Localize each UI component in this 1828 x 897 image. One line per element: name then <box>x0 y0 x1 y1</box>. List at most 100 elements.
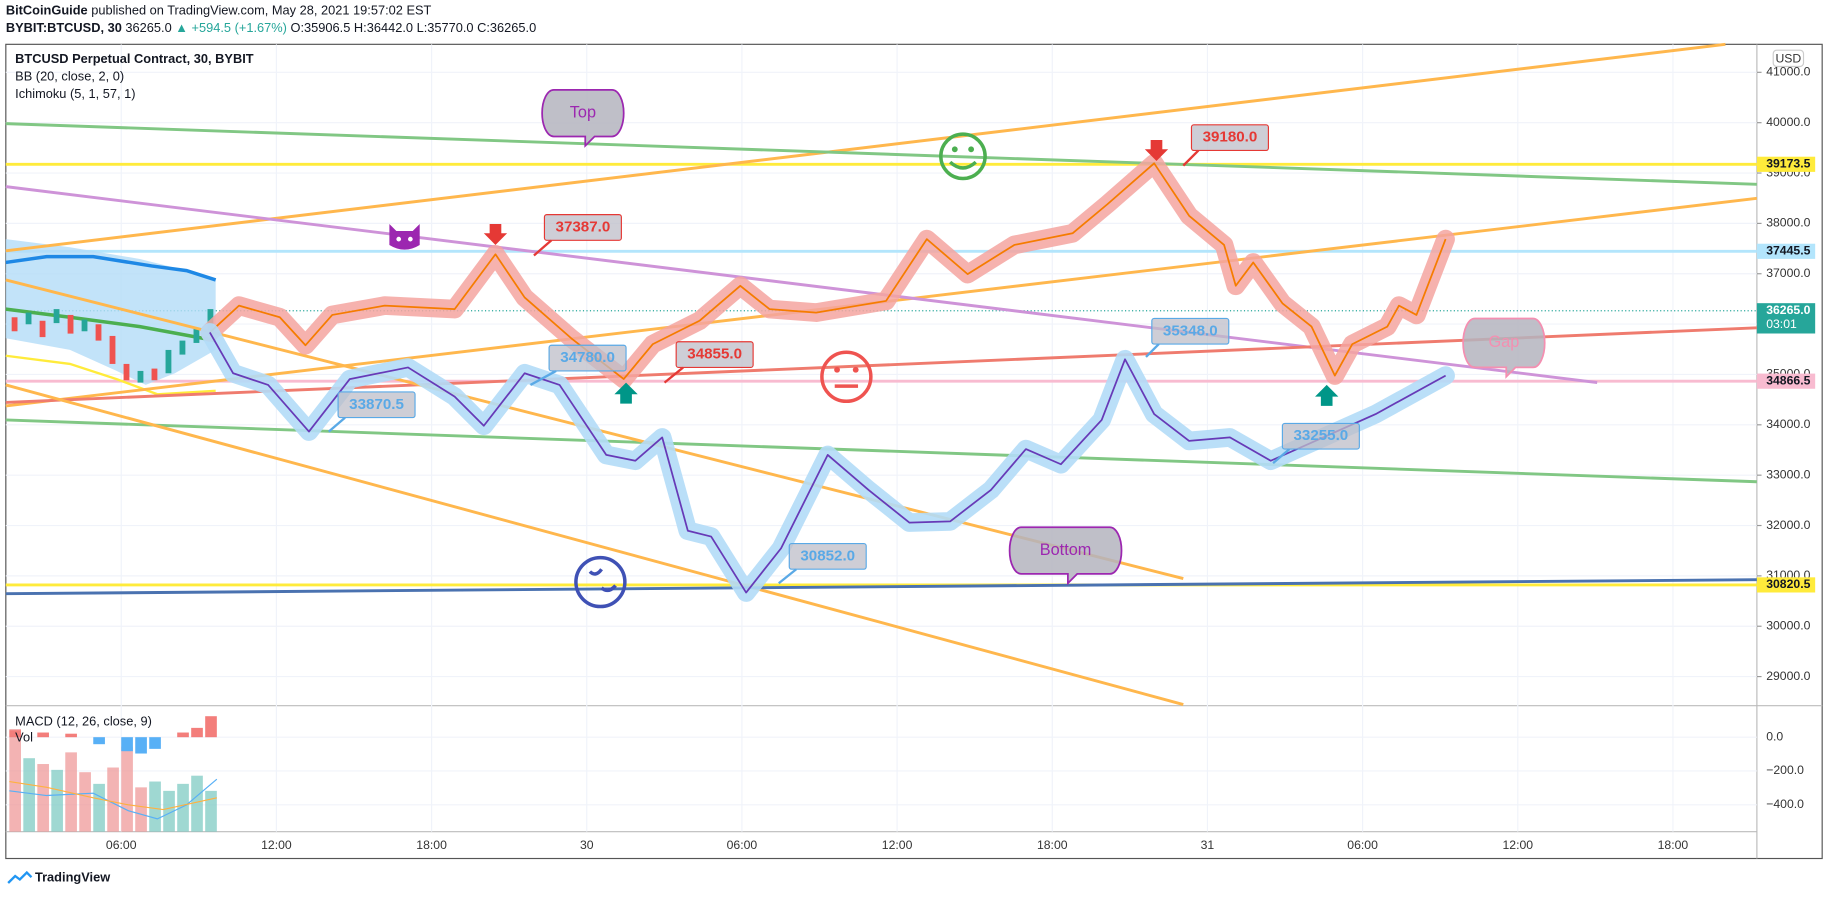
candle <box>53 309 60 324</box>
price-label-bg <box>1756 577 1816 593</box>
x-tick-label: 18:00 <box>1037 838 1068 852</box>
brand: TradingView <box>35 870 110 885</box>
indicator-label: BB (20, close, 2, 0) <box>15 68 124 83</box>
y-tick-label: 37000.0 <box>1766 266 1810 280</box>
candle <box>137 370 144 383</box>
price-label: 36265.0 <box>1766 303 1810 317</box>
callout-box <box>1281 422 1360 450</box>
bubble-label: Top <box>570 103 596 121</box>
header-line1: BitCoinGuide published on TradingView.co… <box>6 3 432 18</box>
published: published on TradingView.com, May 28, 20… <box>91 3 431 18</box>
callout-box <box>337 391 416 419</box>
up-arrow <box>1315 384 1339 406</box>
price: 36265.0 <box>125 21 171 36</box>
callout-pointer <box>1145 343 1160 358</box>
x-tick-label: 06:00 <box>106 838 137 852</box>
candles <box>11 309 214 383</box>
trendline <box>5 578 1757 596</box>
speech-bubble <box>1462 317 1546 379</box>
down-arrow <box>1144 139 1169 161</box>
y-tick-label: 0.0 <box>1766 729 1783 743</box>
x-tick-label: 31 <box>1201 838 1215 852</box>
y-tick-label: 41000.0 <box>1766 65 1810 79</box>
y-tick-label: 29000.0 <box>1766 669 1810 683</box>
y-tick-label: 32000.0 <box>1766 518 1810 532</box>
callout-label: 34780.0 <box>560 349 615 366</box>
price-label-bg <box>1756 243 1816 259</box>
y-tick-label: 38000.0 <box>1766 216 1810 230</box>
callout-pointer <box>328 416 346 433</box>
currency-badge <box>1772 49 1805 68</box>
x-tick-label: 12:00 <box>261 838 292 852</box>
bubble-label: Bottom <box>1040 541 1092 559</box>
change: ▲ +594.5 (+1.67%) <box>175 21 287 36</box>
countdown: 03:01 <box>1766 317 1797 331</box>
y-tick-label: −400.0 <box>1766 797 1804 811</box>
x-tick-label: 06:00 <box>1347 838 1378 852</box>
drawings <box>5 42 1758 884</box>
y-tick-label: 34000.0 <box>1766 417 1810 431</box>
candle <box>11 317 18 332</box>
price-label-bg <box>1756 156 1816 172</box>
projection-path <box>209 332 1447 594</box>
grid <box>5 44 1762 832</box>
price-label-bg <box>1756 373 1816 389</box>
callout-label: 33870.5 <box>349 396 404 413</box>
callout-pointer <box>778 568 797 585</box>
candle <box>39 320 46 338</box>
y-tick-label: 33000.0 <box>1766 467 1810 481</box>
overlay: 29000.030000.031000.032000.033000.034000… <box>106 65 1816 852</box>
tradingview-logo <box>7 870 33 884</box>
x-tick-label: 18:00 <box>1658 838 1689 852</box>
price-label-bg <box>1756 303 1816 334</box>
bb-line <box>5 254 217 282</box>
candle <box>109 335 116 364</box>
candle <box>193 328 200 343</box>
candle <box>165 349 172 374</box>
frame <box>5 43 1823 860</box>
x-tick-label: 18:00 <box>416 838 447 852</box>
cat-icon <box>389 223 420 250</box>
y-tick-label: 40000.0 <box>1766 115 1810 129</box>
x-tick-label: 30 <box>580 838 594 852</box>
bubble-label: Gap <box>1488 333 1519 351</box>
callout-pointer <box>529 369 557 386</box>
callout-label: 34855.0 <box>687 346 742 363</box>
trendline <box>5 42 1726 253</box>
callout-label: 39180.0 <box>1203 129 1258 146</box>
neutral-face <box>820 350 873 404</box>
x-tick-label: 12:00 <box>1502 838 1533 852</box>
callout-pointer <box>1182 149 1200 167</box>
callout-label: 35348.0 <box>1163 322 1218 339</box>
callout-pointer <box>663 366 684 384</box>
indicator-label: Ichimoku (5, 1, 57, 1) <box>15 86 135 101</box>
trendline <box>5 383 1184 706</box>
candle <box>151 368 158 381</box>
price-label: 37445.5 <box>1766 244 1810 258</box>
chart-title: BTCUSD Perpetual Contract, 30, BYBIT <box>15 51 254 66</box>
candle <box>123 363 130 381</box>
author: BitCoinGuide <box>6 3 88 18</box>
ichimoku-line <box>5 307 216 343</box>
x-tick-label: 06:00 <box>727 838 758 852</box>
happy-face <box>939 132 987 181</box>
symbol: BYBIT:BTCUSD, 30 <box>6 21 122 36</box>
callout-box <box>1190 124 1269 152</box>
currency: USD <box>1775 52 1801 66</box>
up-arrow <box>614 382 638 404</box>
callout-box <box>675 341 754 369</box>
ichimoku-lag <box>5 354 216 396</box>
volume-bars <box>9 716 218 832</box>
speech-bubble <box>1008 526 1123 586</box>
candle <box>67 314 74 334</box>
sleepy-face <box>574 555 627 609</box>
x-tick-label: 12:00 <box>882 838 913 852</box>
trendline <box>5 418 1757 484</box>
header-line2: BYBIT:BTCUSD, 30 36265.0 ▲ +594.5 (+1.67… <box>6 21 536 36</box>
ohlc: O:35906.5 H:36442.0 L:35770.0 C:36265.0 <box>291 21 537 36</box>
callout-label: 30852.0 <box>800 547 855 564</box>
y-tick-label: 30000.0 <box>1766 618 1810 632</box>
candle <box>95 324 102 341</box>
ichimoku-cloud <box>5 239 216 385</box>
